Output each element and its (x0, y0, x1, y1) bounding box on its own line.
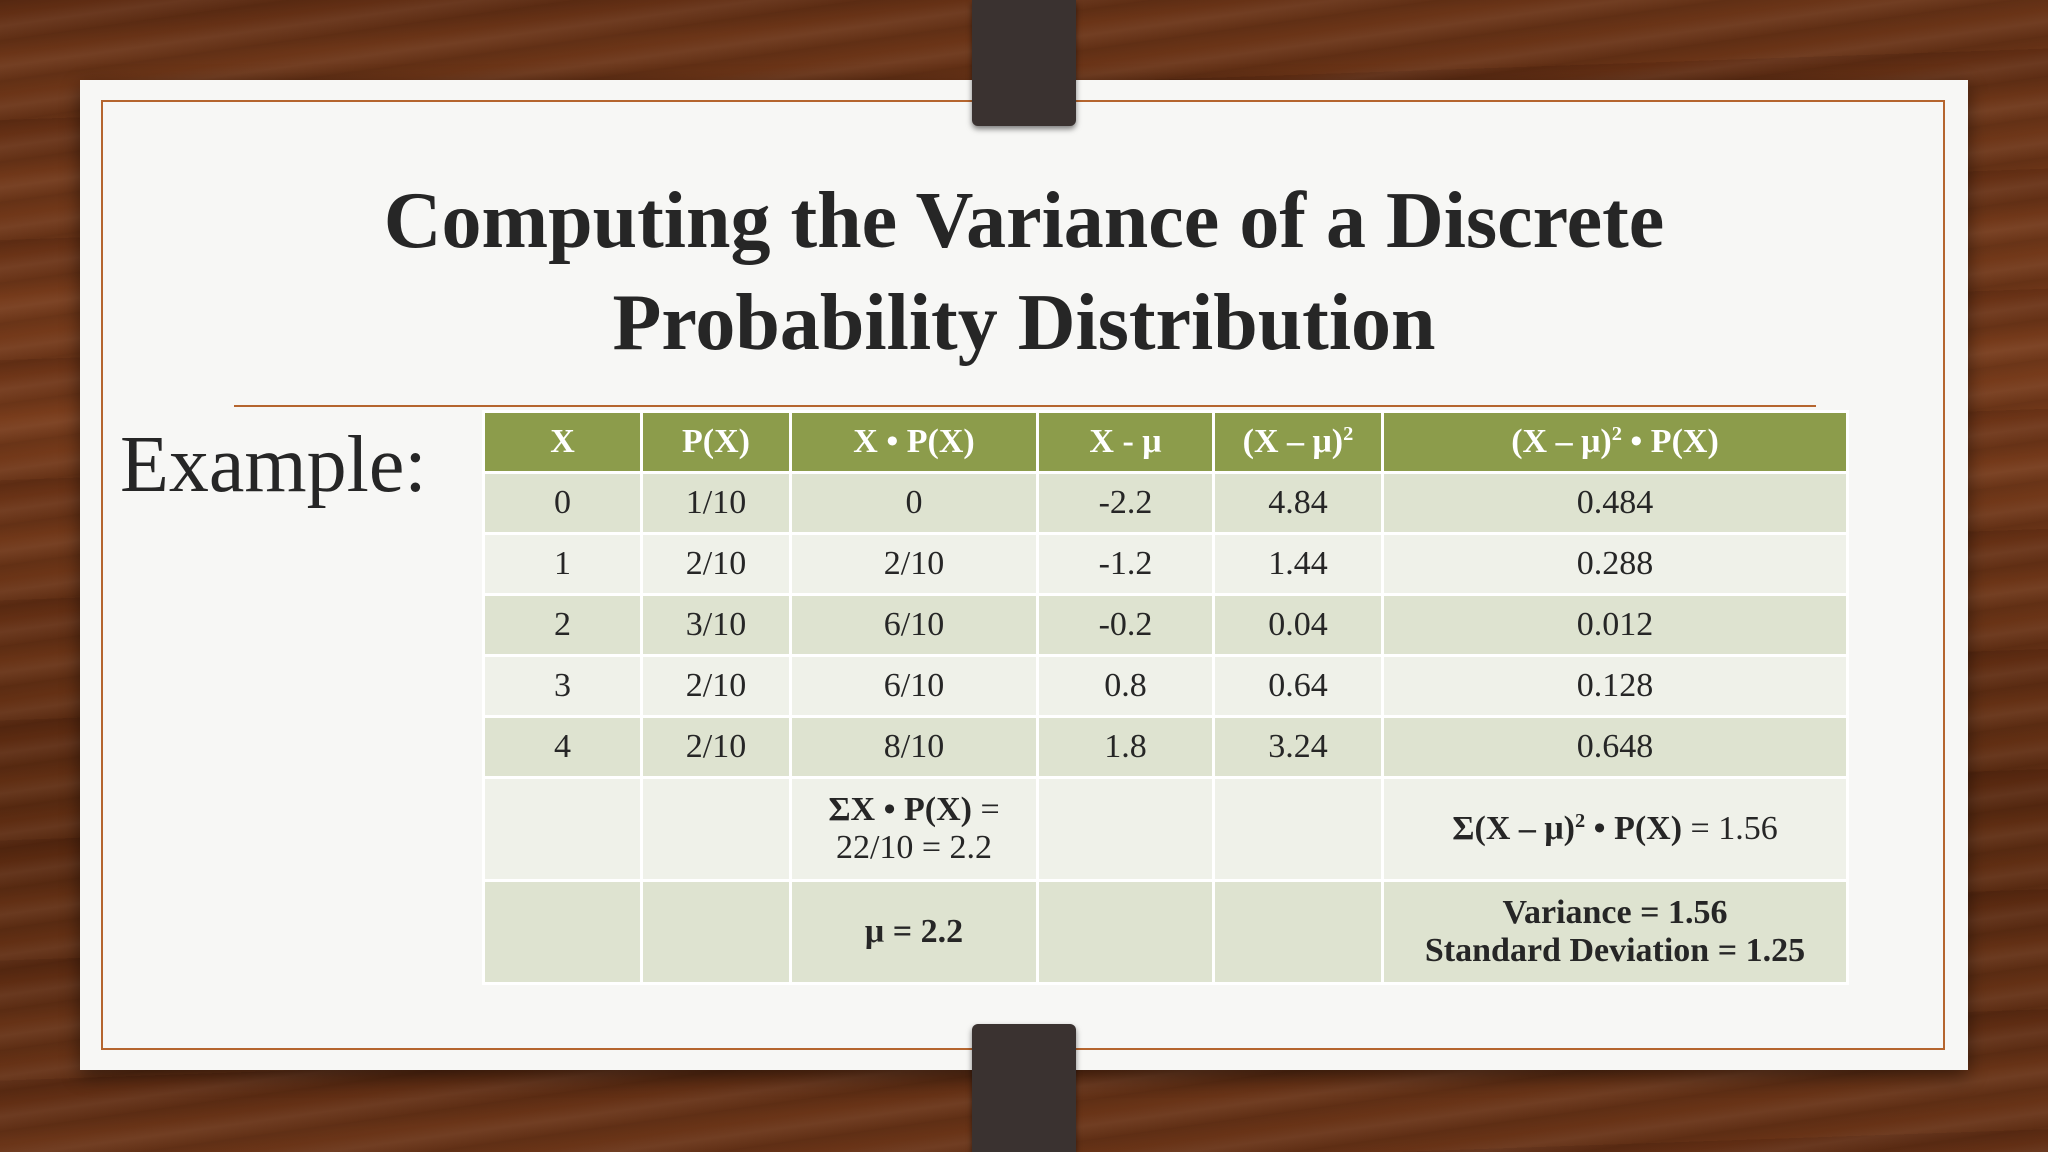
std-dev-result: Standard Deviation = 1.25 (1424, 932, 1806, 969)
title-line-1: Computing the Variance of a Discrete (383, 177, 1665, 265)
cell-x-minus-mu: -2.2 (1036, 471, 1215, 535)
table-row: 2 3/10 6/10 -0.2 0.04 0.012 (482, 593, 1849, 657)
mean-sum-value: 22/10 = 2.2 (835, 829, 993, 866)
header-sqpx-tail: • P(X) (1621, 423, 1719, 460)
table-row: 1 2/10 2/10 -1.2 1.44 0.288 (482, 532, 1849, 596)
sum-cell-empty (482, 776, 643, 882)
cell-x-minus-mu: -0.2 (1036, 593, 1215, 657)
table-header-row: X P(X) X • P(X) X - μ (X – μ)2 (X – μ)2 … (482, 410, 1849, 474)
header-x: X (482, 410, 643, 474)
mean-sum-cell: ΣX • P(X) = 22/10 = 2.2 (789, 776, 1039, 882)
cell-xpx: 2/10 (789, 532, 1039, 596)
sum-cell-empty (1212, 776, 1384, 882)
header-weighted-squared-deviation: (X – μ)2 • P(X) (1381, 410, 1849, 474)
header-x-minus-mu: X - μ (1036, 410, 1215, 474)
var-sum-value: = 1.56 (1682, 810, 1778, 847)
cell-x-minus-mu: 1.8 (1036, 715, 1215, 779)
var-sum-tail: • P(X) (1585, 810, 1683, 847)
header-sqpx-base: (X – μ) (1511, 423, 1612, 460)
table-row: 4 2/10 8/10 1.8 3.24 0.648 (482, 715, 1849, 779)
cell-squared-deviation: 4.84 (1212, 471, 1384, 535)
header-sqpx-exp: 2 (1611, 422, 1622, 445)
cell-x: 1 (482, 532, 643, 596)
cell-x: 3 (482, 654, 643, 718)
cell-x: 2 (482, 593, 643, 657)
result-cell-empty (1036, 879, 1215, 985)
title-line-2: Probability Distribution (612, 279, 1436, 367)
header-sq-exp: 2 (1343, 422, 1354, 445)
cell-xpx: 0 (789, 471, 1039, 535)
cell-weighted-squared-deviation: 0.128 (1381, 654, 1849, 718)
cell-squared-deviation: 0.64 (1212, 654, 1384, 718)
header-px: P(X) (640, 410, 792, 474)
result-cell-empty (640, 879, 792, 985)
mean-result: μ = 2.2 (789, 879, 1039, 985)
variance-result-cell: Variance = 1.56 Standard Deviation = 1.2… (1381, 879, 1849, 985)
cell-squared-deviation: 1.44 (1212, 532, 1384, 596)
sum-cell-empty (640, 776, 792, 882)
title-divider (234, 405, 1816, 407)
cell-x: 4 (482, 715, 643, 779)
result-cell-empty (482, 879, 643, 985)
cell-x-minus-mu: -1.2 (1036, 532, 1215, 596)
cell-xpx: 6/10 (789, 654, 1039, 718)
cell-px: 2/10 (640, 654, 792, 718)
top-binder-clip (972, 0, 1076, 126)
table-row: 0 1/10 0 -2.2 4.84 0.484 (482, 471, 1849, 535)
result-row: μ = 2.2 Variance = 1.56 Standard Deviati… (482, 879, 1849, 985)
cell-weighted-squared-deviation: 0.648 (1381, 715, 1849, 779)
sum-row: ΣX • P(X) = 22/10 = 2.2 Σ(X – μ)2 • P(X)… (482, 776, 1849, 882)
cell-px: 3/10 (640, 593, 792, 657)
cell-weighted-squared-deviation: 0.288 (1381, 532, 1849, 596)
cell-weighted-squared-deviation: 0.484 (1381, 471, 1849, 535)
cell-squared-deviation: 3.24 (1212, 715, 1384, 779)
cell-x: 0 (482, 471, 643, 535)
mean-sum-label: ΣX • P(X) (828, 791, 972, 828)
sum-cell-empty (1036, 776, 1215, 882)
header-squared-deviation: (X – μ)2 (1212, 410, 1384, 474)
cell-xpx: 8/10 (789, 715, 1039, 779)
cell-px: 1/10 (640, 471, 792, 535)
bottom-binder-clip (972, 1024, 1076, 1152)
cell-x-minus-mu: 0.8 (1036, 654, 1215, 718)
variance-sum-cell: Σ(X – μ)2 • P(X) = 1.56 (1381, 776, 1849, 882)
cell-weighted-squared-deviation: 0.012 (1381, 593, 1849, 657)
slide-title: Computing the Variance of a Discrete Pro… (200, 170, 1848, 374)
cell-px: 2/10 (640, 715, 792, 779)
result-cell-empty (1212, 879, 1384, 985)
header-sq-base: (X – μ) (1242, 423, 1344, 460)
variance-table: X P(X) X • P(X) X - μ (X – μ)2 (X – μ)2 … (482, 410, 1849, 985)
variance-result: Variance = 1.56 (1502, 894, 1728, 931)
cell-px: 2/10 (640, 532, 792, 596)
example-label: Example: (120, 421, 427, 509)
table-row: 3 2/10 6/10 0.8 0.64 0.128 (482, 654, 1849, 718)
cell-squared-deviation: 0.04 (1212, 593, 1384, 657)
mean-sum-eq: = (971, 791, 1000, 828)
cell-xpx: 6/10 (789, 593, 1039, 657)
var-sum-base: Σ(X – μ) (1452, 810, 1575, 847)
var-sum-exp: 2 (1574, 809, 1586, 832)
header-xpx: X • P(X) (789, 410, 1039, 474)
